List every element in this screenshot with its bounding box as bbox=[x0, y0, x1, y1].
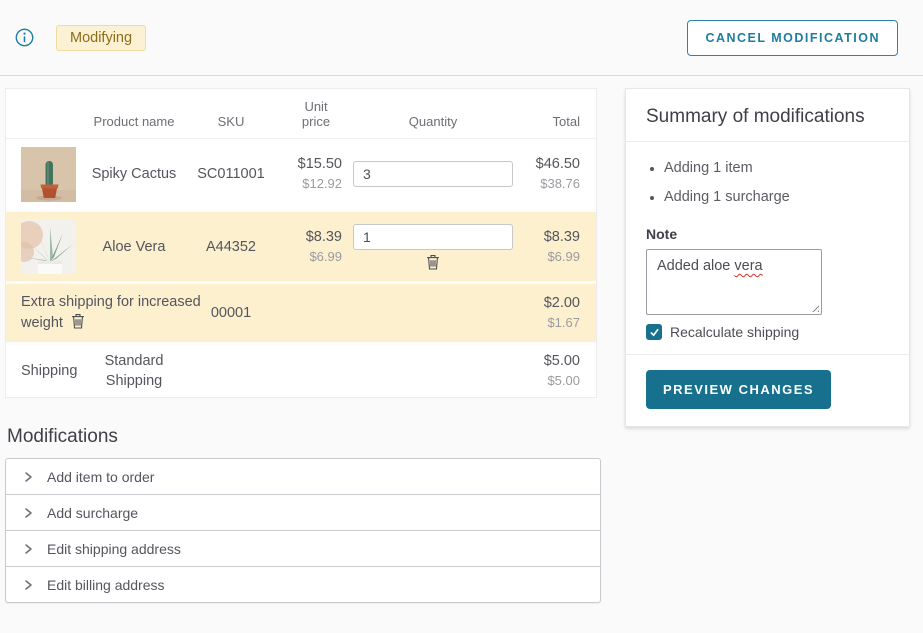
shipping-method: Standard Shipping bbox=[104, 352, 164, 390]
product-name: Aloe Vera bbox=[102, 238, 166, 255]
total-cell: $8.39 $6.99 bbox=[522, 228, 596, 265]
note-textarea[interactable]: Added aloe vera bbox=[646, 249, 822, 315]
recalculate-shipping-option[interactable]: Recalculate shipping bbox=[646, 324, 889, 340]
unit-price: $15.50 bbox=[297, 156, 342, 173]
column-header-sku: SKU bbox=[217, 114, 245, 129]
panel-actions: PREVIEW CHANGES bbox=[626, 355, 909, 426]
total-price: $5.00 bbox=[543, 353, 580, 370]
accordion-label: Add item to order bbox=[47, 468, 155, 485]
chevron-right-icon bbox=[25, 507, 32, 518]
chevron-right-icon bbox=[25, 579, 32, 590]
total-price: $46.50 bbox=[535, 156, 580, 173]
textarea-resize-handle[interactable] bbox=[809, 302, 819, 312]
chevron-right-icon bbox=[25, 543, 32, 554]
column-header-product-name: Product name bbox=[93, 114, 175, 129]
column-header-quantity: Quantity bbox=[408, 114, 458, 129]
aloe-vera-photo bbox=[6, 212, 78, 281]
delete-item-icon[interactable] bbox=[426, 254, 440, 270]
modifications-title: Modifications bbox=[7, 426, 118, 448]
status-badge: Modifying bbox=[56, 24, 147, 51]
order-items-table: Product name SKU Unit price Quantity Tot… bbox=[5, 88, 597, 399]
total-cell: $5.00 $5.00 bbox=[522, 352, 596, 389]
main-content: Product name SKU Unit price Quantity Tot… bbox=[0, 76, 923, 604]
table-row-aloe-vera: Aloe Vera A44352 $8.39 $6.99 bbox=[6, 209, 596, 281]
table-row-shipping: Shipping Standard Shipping $5.00 $5.00 bbox=[6, 342, 596, 397]
modifications-accordion: Add item to order Add surcharge Edit shi… bbox=[5, 458, 601, 604]
surcharge-sku: 00001 bbox=[210, 305, 252, 322]
column-header-total: Total bbox=[552, 114, 580, 129]
summary-panel: Summary of modifications Adding 1 item A… bbox=[625, 88, 910, 427]
unit-price-cell: $8.39 $6.99 bbox=[272, 228, 342, 265]
unit-price: $8.39 bbox=[305, 228, 342, 245]
note-text: Added aloe bbox=[657, 258, 735, 274]
surcharge-name: Extra shipping for increased weight bbox=[21, 294, 201, 332]
table-header-row: Product name SKU Unit price Quantity Tot… bbox=[6, 89, 596, 139]
top-bar: Modifying CANCEL MODIFICATION bbox=[0, 0, 923, 76]
total-price-secondary: $6.99 bbox=[547, 248, 580, 264]
accordion-label: Add surcharge bbox=[47, 504, 139, 521]
unit-price-cell: $15.50 $12.92 bbox=[272, 155, 342, 192]
cancel-modification-button[interactable]: CANCEL MODIFICATION bbox=[687, 19, 898, 56]
accordion-label: Edit shipping address bbox=[47, 540, 181, 557]
product-sku: A44352 bbox=[206, 238, 256, 255]
shipping-row-label: Shipping bbox=[21, 363, 78, 380]
chevron-right-icon bbox=[25, 471, 32, 482]
table-row-surcharge: Extra shipping for increased weight 0000… bbox=[6, 281, 596, 343]
recalculate-shipping-label: Recalculate shipping bbox=[670, 324, 800, 340]
unit-price-secondary: $12.92 bbox=[302, 176, 342, 191]
total-price-secondary: $1.67 bbox=[547, 315, 580, 331]
accordion-add-surcharge[interactable]: Add surcharge bbox=[5, 494, 601, 532]
table-row-spiky-cactus: Spiky Cactus SC011001 $15.50 $12.92 $46.… bbox=[6, 139, 596, 209]
surcharge-label: Extra shipping for increased weight bbox=[6, 284, 211, 342]
total-price-secondary: $5.00 bbox=[547, 373, 580, 389]
summary-item: Adding 1 item bbox=[664, 154, 889, 183]
accordion-label: Edit billing address bbox=[47, 576, 165, 593]
preview-changes-button[interactable]: PREVIEW CHANGES bbox=[646, 370, 832, 409]
note-label: Note bbox=[646, 226, 678, 242]
delete-surcharge-icon[interactable] bbox=[71, 313, 85, 329]
summary-list: Adding 1 item Adding 1 surcharge bbox=[626, 142, 909, 222]
note-section: Note Added aloe vera Recalculate shippin… bbox=[626, 222, 909, 355]
accordion-add-item-to-order[interactable]: Add item to order bbox=[5, 458, 601, 496]
total-cell: $46.50 $38.76 bbox=[522, 155, 596, 192]
column-header-unit-price: Unit price bbox=[301, 99, 331, 129]
quantity-input[interactable] bbox=[353, 161, 513, 187]
info-icon[interactable] bbox=[15, 28, 34, 47]
quantity-cell bbox=[344, 161, 522, 187]
total-cell: $2.00 $1.67 bbox=[522, 294, 596, 331]
recalculate-shipping-checkbox[interactable] bbox=[646, 324, 662, 340]
product-sku: SC011001 bbox=[197, 166, 265, 182]
summary-panel-title: Summary of modifications bbox=[626, 89, 909, 142]
note-text-misspelled: vera bbox=[734, 258, 763, 274]
total-price: $8.39 bbox=[543, 228, 580, 245]
summary-item: Adding 1 surcharge bbox=[664, 183, 889, 212]
quantity-input[interactable] bbox=[353, 223, 513, 250]
order-column: Product name SKU Unit price Quantity Tot… bbox=[5, 88, 601, 604]
quantity-cell bbox=[344, 223, 522, 270]
spiky-cactus-photo bbox=[6, 140, 78, 209]
total-price: $2.00 bbox=[543, 295, 580, 312]
product-name: Spiky Cactus bbox=[91, 166, 177, 182]
accordion-edit-shipping-address[interactable]: Edit shipping address bbox=[5, 530, 601, 568]
accordion-edit-billing-address[interactable]: Edit billing address bbox=[5, 566, 601, 604]
total-price-secondary: $38.76 bbox=[540, 176, 580, 191]
unit-price-secondary: $6.99 bbox=[309, 248, 342, 264]
